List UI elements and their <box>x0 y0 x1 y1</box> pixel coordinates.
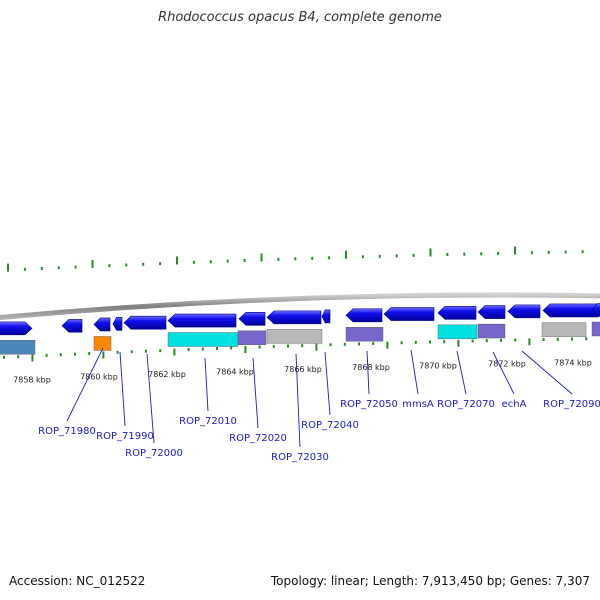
gene-arrow[interactable] <box>437 306 477 320</box>
gene-label[interactable]: ROP_72070 <box>437 399 495 410</box>
topology-label: Topology: linear; Length: 7,913,450 bp; … <box>270 574 590 588</box>
gene-arrow[interactable] <box>0 321 33 336</box>
gene-label[interactable]: ROP_72000 <box>125 448 183 459</box>
kbp-label: 7870 kbp <box>419 361 457 370</box>
cds-feature[interactable] <box>591 321 600 337</box>
gene-label[interactable]: ROP_72050 <box>340 399 398 410</box>
cds-feature[interactable] <box>477 323 506 339</box>
kbp-label: 7866 kbp <box>284 365 322 374</box>
gene-arrow[interactable] <box>61 318 83 333</box>
leader-line <box>456 350 467 395</box>
cds-track <box>0 321 600 355</box>
gene-arrow[interactable] <box>321 309 331 324</box>
gene-arrow[interactable] <box>238 311 266 326</box>
gene-arrow[interactable] <box>383 307 435 321</box>
leader-line <box>204 357 209 412</box>
leader-line <box>366 350 370 395</box>
gene-arrow[interactable] <box>507 304 541 319</box>
gene-arrow[interactable] <box>266 310 322 325</box>
gene-arrow[interactable] <box>123 315 167 330</box>
cds-feature[interactable] <box>266 329 323 344</box>
kbp-label: 7860 kbp <box>80 373 118 382</box>
gene-arrow[interactable] <box>93 317 111 332</box>
kbp-label: 7862 kbp <box>148 370 186 379</box>
cds-feature[interactable] <box>437 324 478 340</box>
kbp-label: 7874 kbp <box>554 358 592 367</box>
leader-line <box>295 353 301 448</box>
leader-line <box>66 347 104 422</box>
gene-label[interactable]: echA <box>502 399 527 410</box>
cds-feature[interactable] <box>167 332 239 347</box>
inner-tick-track <box>3 337 588 362</box>
cds-feature[interactable] <box>93 336 112 351</box>
gene-label[interactable]: ROP_71980 <box>38 426 96 437</box>
gene-label[interactable]: ROP_72040 <box>301 420 359 431</box>
cds-feature[interactable] <box>541 322 587 337</box>
gene-labels: ROP_71980 ROP_71990 ROP_72000 ROP_72010 ROP_… <box>38 347 600 463</box>
accession-label: Accession: NC_012522 <box>9 574 146 588</box>
gene-arrow[interactable] <box>477 305 506 319</box>
kbp-label: 7868 kbp <box>352 363 390 372</box>
gene-arrow[interactable] <box>542 303 599 318</box>
outer-tick-track <box>7 246 584 272</box>
leader-line <box>410 349 419 395</box>
kbp-label: 7872 kbp <box>488 360 526 369</box>
leader-line <box>146 353 155 444</box>
genome-backbone <box>0 292 600 321</box>
gene-label[interactable]: ROP_72030 <box>271 452 329 463</box>
cds-feature[interactable] <box>0 340 36 355</box>
gene-track <box>0 303 600 336</box>
gene-arrow[interactable] <box>345 308 383 323</box>
leader-line <box>521 350 573 395</box>
gene-label[interactable]: ROP_71990 <box>96 431 154 442</box>
gene-label[interactable]: ROP_72020 <box>229 433 287 444</box>
leader-line <box>492 351 515 395</box>
map-title: Rhodococcus opacus B4, complete genome <box>158 10 442 25</box>
cds-feature[interactable] <box>237 330 267 345</box>
leader-line <box>252 357 259 429</box>
leader-line <box>119 351 126 427</box>
gene-label[interactable]: ROP_72010 <box>179 416 237 427</box>
kbp-scale: 7858 kbp 7860 kbp 7862 kbp 7864 kbp 7866 kbp… <box>13 358 592 384</box>
kbp-label: 7858 kbp <box>13 376 51 385</box>
gene-arrow[interactable] <box>167 313 237 328</box>
kbp-label: 7864 kbp <box>216 367 254 376</box>
gene-label[interactable]: ROP_72090 <box>543 399 600 410</box>
cds-feature[interactable] <box>345 327 384 342</box>
gene-arrow[interactable] <box>112 317 123 331</box>
leader-line <box>324 351 331 416</box>
gene-label[interactable]: mmsA <box>402 399 434 410</box>
gene-arrow[interactable] <box>591 303 600 317</box>
